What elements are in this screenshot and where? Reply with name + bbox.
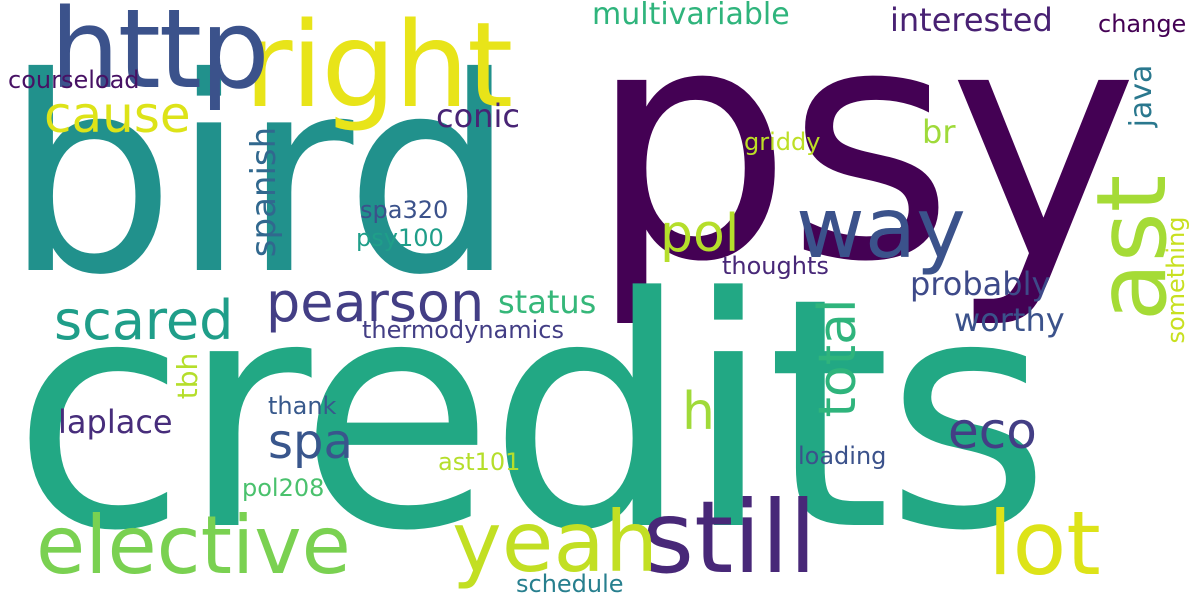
word-http: http xyxy=(50,0,270,113)
word-credits: credits xyxy=(12,230,1051,600)
word-h: h xyxy=(682,382,715,442)
word-interested: interested xyxy=(890,1,1053,39)
word-cause: cause xyxy=(44,86,191,144)
word-lot: lot xyxy=(988,492,1101,595)
word-thermodynamics: thermodynamics xyxy=(362,316,564,344)
word-elective: elective xyxy=(36,499,351,592)
word-spa: spa xyxy=(268,414,353,470)
word-change: change xyxy=(1098,10,1187,38)
word-eco: eco xyxy=(948,402,1037,460)
word-psy100: psy100 xyxy=(356,224,444,252)
word-thoughts: thoughts xyxy=(722,252,829,280)
word-bird: bird xyxy=(4,19,516,334)
word-worthy: worthy xyxy=(954,301,1065,339)
word-right: right xyxy=(244,0,513,134)
word-griddy: griddy xyxy=(744,128,821,156)
word-way: way xyxy=(796,179,966,277)
word-spa320: spa320 xyxy=(360,196,449,224)
word-courseload: courseload xyxy=(8,66,140,94)
word-still: still xyxy=(642,479,817,596)
word-pearson: pearson xyxy=(266,271,485,334)
word-ast101: ast101 xyxy=(438,448,521,476)
word-pol208: pol208 xyxy=(242,474,325,502)
word-yeah: yeah xyxy=(452,493,659,591)
word-something: something xyxy=(1162,216,1190,344)
word-spanish: spanish xyxy=(244,126,284,258)
word-multivariable: multivariable xyxy=(592,0,790,32)
word-laplace: laplace xyxy=(58,403,173,441)
word-probably: probably xyxy=(910,265,1051,303)
word-loading: loading xyxy=(798,442,887,470)
word-status: status xyxy=(498,283,597,321)
word-tbh: tbh xyxy=(171,352,204,400)
word-conic: conic xyxy=(436,97,520,135)
word-total: total xyxy=(808,298,868,418)
word-br: br xyxy=(922,113,956,151)
word-psy: psy xyxy=(588,0,1139,332)
word-scared: scared xyxy=(54,289,234,352)
word-pol: pol xyxy=(660,204,740,264)
word-java: java xyxy=(1124,64,1159,128)
word-thank: thank xyxy=(268,392,337,420)
word-schedule: schedule xyxy=(516,570,624,598)
